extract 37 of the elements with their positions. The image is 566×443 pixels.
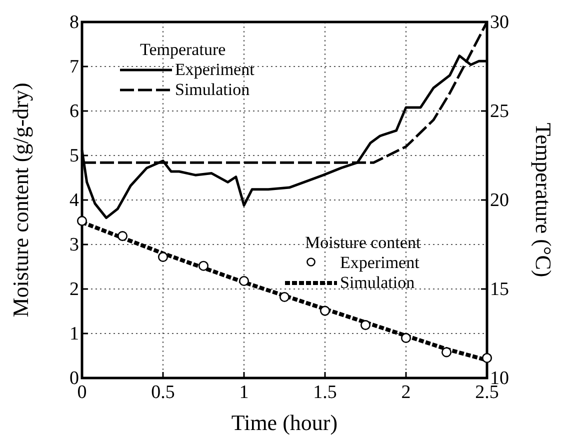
y-tick-label: 7	[70, 56, 79, 78]
point	[238, 276, 250, 286]
x-tick-label: 2	[401, 382, 411, 404]
x-tick-label: 1	[239, 382, 249, 404]
y2-axis-title: Temperature (°C)	[531, 122, 556, 278]
legend-label: Simulation	[175, 80, 250, 99]
y2-tick-label: 30	[490, 12, 509, 34]
annotation: Moisture content	[305, 233, 421, 252]
point	[279, 292, 290, 302]
legend-label: Experiment	[340, 253, 420, 272]
y-tick-label: 5	[70, 146, 79, 167]
y-tick-label: 6	[70, 101, 79, 122]
y2-tick-label: 20	[490, 190, 509, 212]
y2-tick-label: 25	[490, 101, 509, 122]
y-tick-label: 3	[70, 234, 79, 256]
y-tick-label: 8	[70, 12, 79, 34]
y-tick-label: 1	[70, 324, 79, 345]
point	[117, 231, 128, 242]
annotation: Temperature	[140, 40, 226, 59]
x-axis-title: Time (hour)	[231, 410, 338, 435]
legend-label: Experiment	[175, 60, 255, 79]
x-tick-label: 1.5	[313, 382, 337, 404]
y-tick-label: 2	[70, 279, 79, 300]
point	[158, 252, 168, 262]
point	[441, 347, 452, 358]
point	[76, 216, 88, 226]
point	[320, 306, 330, 316]
y-tick-label: 4	[70, 190, 80, 212]
legend-label: Simulation	[340, 273, 416, 292]
y-axis-title: Moisture content (g/g-dry)	[8, 82, 33, 318]
x-tick-label: 0.5	[151, 382, 175, 404]
point	[400, 332, 412, 343]
y-tick-label: 0	[70, 368, 79, 390]
point	[360, 320, 371, 330]
y2-tick-label: 15	[490, 279, 509, 300]
point	[482, 352, 492, 363]
point	[198, 260, 209, 271]
